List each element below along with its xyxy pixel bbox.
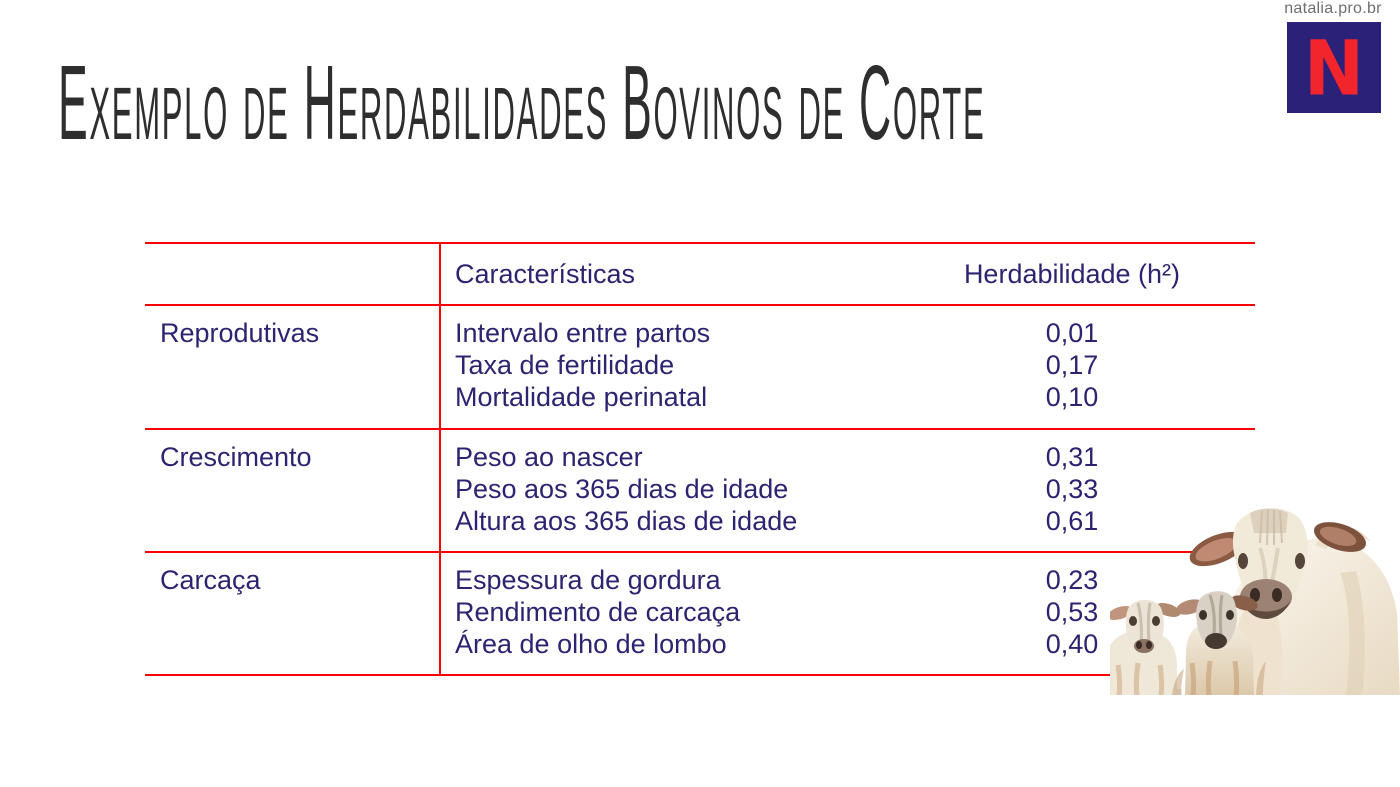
logo: N <box>1287 22 1381 113</box>
table-group-reprodutivas: Reprodutivas Intervalo entre partos 0,01… <box>145 304 1255 428</box>
category-label: Reprodutivas <box>160 318 320 348</box>
table-row: Taxa de fertilidade 0,17 <box>145 349 1255 381</box>
characteristic-cell: Mortalidade perinatal <box>455 382 708 412</box>
characteristic-cell: Peso aos 365 dias de idade <box>455 474 789 504</box>
characteristic-cell: Espessura de gordura <box>455 565 721 595</box>
table-column-divider <box>439 242 441 676</box>
site-url-label: natalia.pro.br <box>1284 0 1382 17</box>
table-row: Intervalo entre partos 0,01 <box>145 317 1255 349</box>
characteristic-cell: Área de olho de lombo <box>455 629 727 659</box>
table-group-crescimento: Crescimento Peso ao nascer 0,31 Peso aos… <box>145 428 1255 551</box>
cattle-photo <box>1110 508 1400 695</box>
value-cell: 0,17 <box>1045 350 1099 380</box>
value-cell: 0,31 <box>1045 442 1099 472</box>
characteristic-cell: Altura aos 365 dias de idade <box>455 506 798 536</box>
characteristic-cell: Taxa de fertilidade <box>455 350 675 380</box>
value-cell: 0,10 <box>1045 382 1099 412</box>
table-rule-2 <box>145 551 1255 553</box>
table-row: Área de olho de lombo 0,40 <box>145 628 1255 660</box>
value-cell: 0,33 <box>1045 474 1099 504</box>
table-border-top <box>145 242 1255 244</box>
table-row: Peso ao nascer 0,31 <box>145 441 1255 473</box>
column-header-characteristics: Características <box>455 259 636 289</box>
table-row: Peso aos 365 dias de idade 0,33 <box>145 473 1255 505</box>
value-cell: 0,01 <box>1045 318 1099 348</box>
table-row: Altura aos 365 dias de idade 0,61 <box>145 505 1255 537</box>
value-cell: 0,53 <box>1045 597 1099 627</box>
value-cell: 0,23 <box>1045 565 1099 595</box>
table-border-bottom <box>145 674 1255 676</box>
table-rule-header <box>145 304 1255 306</box>
logo-letter: N <box>1303 23 1365 112</box>
calf-left <box>1110 599 1181 695</box>
column-header-heritability: Herdabilidade (h²) <box>963 259 1181 289</box>
characteristic-cell: Intervalo entre partos <box>455 318 711 348</box>
table-row: Rendimento de carcaça 0,53 <box>145 596 1255 628</box>
cow-adult <box>1189 508 1400 695</box>
characteristic-cell: Peso ao nascer <box>455 442 643 472</box>
table-header-row: Características Herdabilidade (h²) <box>145 242 1255 304</box>
heritability-table: Características Herdabilidade (h²) Repro… <box>145 242 1255 676</box>
value-cell: 0,40 <box>1045 629 1099 659</box>
value-cell: 0,61 <box>1045 506 1099 536</box>
table-row: Mortalidade perinatal 0,10 <box>145 381 1255 413</box>
calf-middle <box>1176 591 1258 695</box>
category-label: Crescimento <box>160 442 312 472</box>
table-row: Espessura de gordura 0,23 <box>145 564 1255 596</box>
characteristic-cell: Rendimento de carcaça <box>455 597 741 627</box>
table-group-carcaca: Carcaça Espessura de gordura 0,23 Rendim… <box>145 551 1255 676</box>
slide-title: Exemplo de Herdabilidades Bovinos de Cor… <box>58 44 986 162</box>
category-label: Carcaça <box>160 565 261 595</box>
table-rule-1 <box>145 428 1255 430</box>
